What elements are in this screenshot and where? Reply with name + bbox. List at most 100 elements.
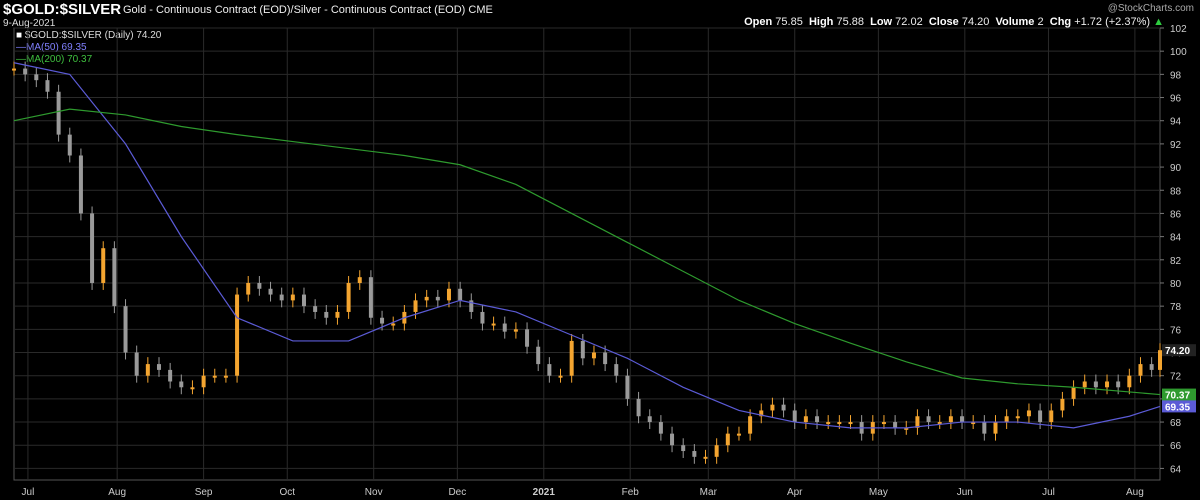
candle-body <box>279 294 284 301</box>
candle-body <box>357 277 362 283</box>
x-tick-label: Feb <box>622 487 640 498</box>
chart-date: 9-Aug-2021 <box>3 18 56 29</box>
y-tick-label: 86 <box>1170 209 1182 220</box>
candle-body <box>525 329 530 347</box>
legend-ma200: —MA(200) 70.37 <box>16 54 93 65</box>
candle-body <box>569 340 574 376</box>
candle-body <box>881 422 886 425</box>
candle-body <box>703 456 708 459</box>
close-label: Close <box>928 16 959 28</box>
y-tick-label: 100 <box>1170 47 1187 58</box>
x-tick-label: Jun <box>957 487 973 498</box>
candle-body <box>714 445 719 457</box>
y-tick-label: 78 <box>1170 302 1182 313</box>
candle-body <box>893 422 898 428</box>
candle-body <box>435 296 440 301</box>
volume-value: 2 <box>1037 16 1044 28</box>
last-value-label: 70.37 <box>1165 391 1190 402</box>
y-tick-label: 94 <box>1170 117 1182 128</box>
y-tick-label: 84 <box>1170 233 1182 244</box>
legend-price: ■ $GOLD:$SILVER (Daily) 74.20 <box>16 30 162 41</box>
y-tick-label: 68 <box>1170 418 1182 429</box>
high-value: 75.88 <box>836 16 864 28</box>
candle-body <box>201 375 206 388</box>
candle-body <box>792 410 797 423</box>
symbol-title: $GOLD:$SILVER <box>3 1 122 18</box>
candle-body <box>1004 416 1009 423</box>
legend-ma50-label: MA(50) 69.35 <box>26 42 87 53</box>
ohlc-summary: Open 75.85 High 75.88 Low 72.02 Close 74… <box>744 16 1164 28</box>
candle-body <box>380 317 385 324</box>
candle-body <box>993 422 998 434</box>
candle-body <box>759 410 764 417</box>
candle-body <box>1071 387 1076 399</box>
candle-body <box>413 300 418 312</box>
candle-body <box>101 248 106 283</box>
candle-body <box>1127 375 1132 388</box>
x-tick-label: Jul <box>22 487 35 498</box>
y-tick-label: 82 <box>1170 256 1182 267</box>
candle-body <box>1026 410 1031 417</box>
x-tick-label: Nov <box>365 487 383 498</box>
candle-body <box>290 294 295 301</box>
y-tick-label: 96 <box>1170 94 1182 105</box>
candle-body <box>815 416 820 423</box>
y-tick-label: 98 <box>1170 70 1182 81</box>
y-tick-label: 72 <box>1170 372 1182 383</box>
candle-body <box>1093 381 1098 388</box>
candle-body <box>1060 398 1065 411</box>
exchange-text: CME <box>468 4 493 16</box>
y-tick-label: 88 <box>1170 186 1182 197</box>
candle-body <box>636 398 641 417</box>
candle-body <box>1015 416 1020 419</box>
chg-label: Chg <box>1049 16 1072 28</box>
description-text: Gold - Continuous Contract (EOD)/Silver … <box>123 4 466 16</box>
legend-ma50: —MA(50) 69.35 <box>16 42 87 53</box>
candle-body <box>78 155 83 214</box>
candle-body <box>23 68 28 75</box>
candle-body <box>1138 364 1143 376</box>
candle-body <box>725 433 730 446</box>
y-tick-label: 80 <box>1170 279 1182 290</box>
x-tick-label: Dec <box>448 487 466 498</box>
candle-body <box>112 248 117 307</box>
candle-body <box>937 422 942 425</box>
last-value-badge <box>1162 388 1196 401</box>
candle-body <box>145 364 150 376</box>
candle-body <box>90 213 95 283</box>
candle-body <box>591 352 596 359</box>
candle-body <box>971 422 976 425</box>
candle-body <box>770 404 775 411</box>
candle-body <box>12 68 16 71</box>
last-value-badge <box>1162 344 1196 357</box>
candle-body <box>1158 350 1162 370</box>
copyright-text: @StockCharts.com <box>1107 3 1194 14</box>
x-tick-label: Sep <box>195 487 213 498</box>
candle-body <box>513 329 518 332</box>
candle-body <box>313 306 318 312</box>
candle-body <box>647 416 652 423</box>
candle-body <box>491 323 496 326</box>
low-label: Low <box>870 16 893 28</box>
candle-body <box>190 387 195 390</box>
candle-body <box>458 288 463 301</box>
candle-body <box>257 282 262 289</box>
y-tick-label: 66 <box>1170 441 1182 452</box>
candle-body <box>335 311 340 318</box>
candle-body <box>960 416 965 423</box>
candle-body <box>614 364 619 376</box>
candle-body <box>1038 410 1043 423</box>
last-value-badge <box>1162 400 1196 413</box>
candle-body <box>268 288 273 295</box>
candle-body <box>156 364 161 370</box>
legend-price-label: $GOLD:$SILVER (Daily) 74.20 <box>24 30 162 41</box>
candle-body <box>681 445 686 452</box>
candle-body <box>982 422 987 434</box>
candle-body <box>848 422 853 425</box>
low-value: 72.02 <box>895 16 923 28</box>
candle-body <box>235 294 240 376</box>
candle-body <box>391 323 396 326</box>
candle-body <box>301 294 306 307</box>
candle-body <box>670 433 675 446</box>
